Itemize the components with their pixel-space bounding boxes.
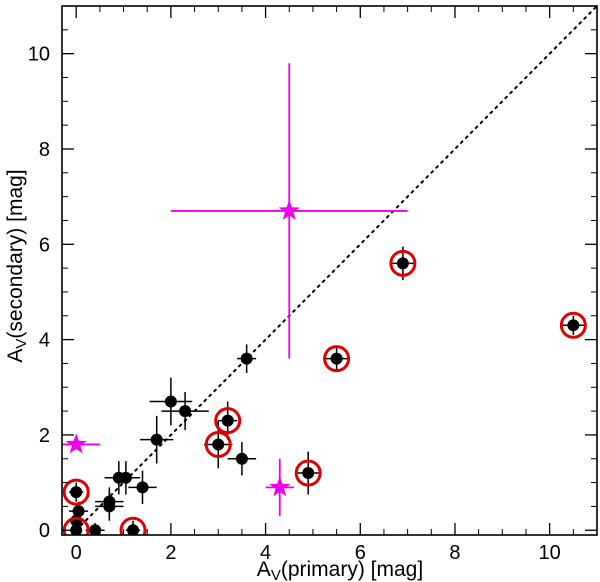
plot-content: [62, 6, 597, 535]
star-point: [62, 433, 100, 454]
highlight-ring: [323, 345, 351, 373]
data-point-marker: [396, 257, 409, 270]
data-point: [561, 315, 586, 335]
data-point: [296, 451, 321, 495]
data-point: [227, 442, 257, 476]
data-point: [161, 392, 209, 431]
highlight-ring: [214, 407, 242, 435]
x-tick-label: 0: [71, 542, 82, 564]
star-marker: [269, 476, 291, 497]
highlight-ring: [204, 430, 232, 458]
data-point-marker: [119, 471, 132, 484]
y-tick-label: 2: [39, 425, 50, 447]
data-point: [69, 482, 84, 502]
data-point: [237, 344, 257, 373]
data-point-marker: [103, 495, 116, 508]
data-point-marker: [302, 467, 315, 480]
x-axis-title: AV(primary) [mag]: [257, 558, 423, 582]
data-point: [324, 346, 349, 371]
data-point-marker: [179, 405, 192, 418]
star-marker: [278, 199, 300, 220]
data-point-marker: [136, 481, 149, 494]
data-point-marker: [330, 352, 343, 365]
highlight-ring: [294, 459, 322, 487]
data-point-marker: [212, 438, 225, 451]
y-axis-title: AV(secondary) [mag]: [4, 169, 30, 362]
y-tick-label: 10: [28, 44, 50, 66]
y-tick-label: 6: [39, 234, 50, 256]
highlight-ring: [62, 478, 90, 506]
data-point-marker: [89, 524, 102, 535]
y-tick-label: 8: [39, 139, 50, 161]
data-point-marker: [221, 414, 234, 427]
highlight-ring: [559, 311, 587, 339]
data-point-marker: [240, 352, 253, 365]
data-point: [140, 415, 174, 464]
y-tick-label: 4: [39, 330, 50, 352]
data-point: [95, 487, 124, 516]
star-marker: [65, 433, 87, 454]
star-point: [265, 458, 294, 516]
data-point: [125, 520, 141, 535]
x-tick-label: 6: [355, 542, 366, 564]
highlight-ring: [389, 249, 417, 277]
data-point: [128, 470, 157, 505]
data-point-marker: [567, 319, 580, 332]
data-point-marker: [235, 452, 248, 465]
one-to-one-line: [75, 6, 597, 532]
x-tick-label: 10: [539, 542, 561, 564]
y-tick-label: 0: [39, 520, 50, 542]
data-point: [111, 461, 141, 495]
data-point-marker: [164, 395, 177, 408]
star-point: [170, 63, 408, 359]
data-point-marker: [72, 505, 85, 518]
x-tick-label: 2: [165, 542, 176, 564]
x-tick-label: 4: [260, 542, 271, 564]
data-point-marker: [70, 486, 83, 499]
highlight-ring: [119, 516, 147, 535]
axis-ticks: 0 2 4 6 8 10 0 2 4 6 8 10: [28, 5, 598, 564]
plot-frame: [61, 5, 598, 536]
data-point-marker: [150, 433, 163, 446]
x-tick-label: 8: [449, 542, 460, 564]
data-point-marker: [127, 524, 140, 535]
